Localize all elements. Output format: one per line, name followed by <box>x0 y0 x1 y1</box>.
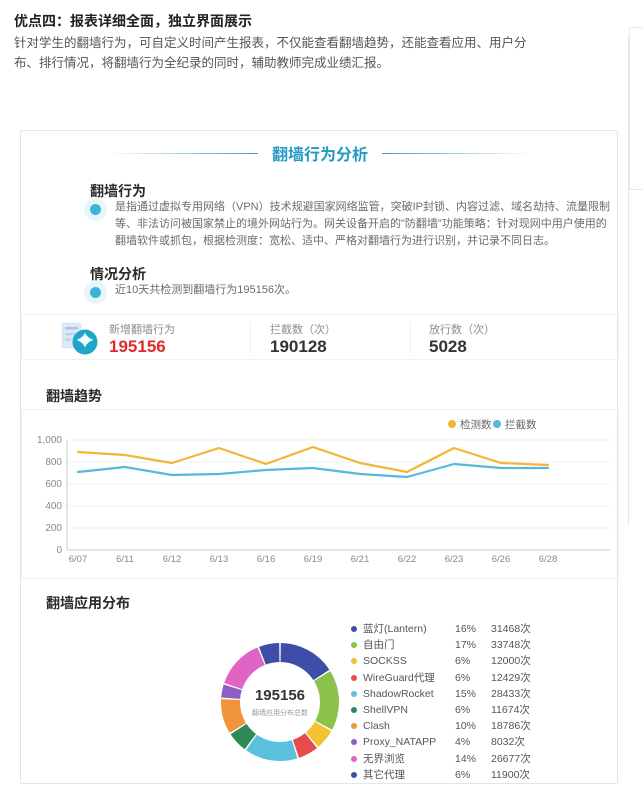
svg-text:400: 400 <box>45 501 62 512</box>
svg-text:195156: 195156 <box>255 687 305 704</box>
svg-text:6/07: 6/07 <box>69 554 88 565</box>
svg-text:1,000: 1,000 <box>37 435 62 446</box>
svg-text:检测数: 检测数 <box>460 418 492 431</box>
svg-text:6/26: 6/26 <box>492 554 511 565</box>
svg-text:0: 0 <box>56 545 62 556</box>
svg-text:6/23: 6/23 <box>445 554 464 565</box>
svg-text:600: 600 <box>45 479 62 490</box>
svg-text:拦截数: 拦截数 <box>505 418 537 431</box>
svg-text:6/19: 6/19 <box>304 554 323 565</box>
svg-text:6/21: 6/21 <box>351 554 370 565</box>
svg-text:6/22: 6/22 <box>398 554 417 565</box>
svg-text:翻墙应用分布总数: 翻墙应用分布总数 <box>252 708 308 718</box>
svg-text:6/11: 6/11 <box>116 554 134 565</box>
svg-text:200: 200 <box>45 523 62 534</box>
svg-text:6/12: 6/12 <box>163 554 182 565</box>
svg-text:800: 800 <box>45 457 62 468</box>
svg-text:6/16: 6/16 <box>257 554 276 565</box>
svg-text:6/28: 6/28 <box>539 554 558 565</box>
svg-text:6/13: 6/13 <box>210 554 229 565</box>
